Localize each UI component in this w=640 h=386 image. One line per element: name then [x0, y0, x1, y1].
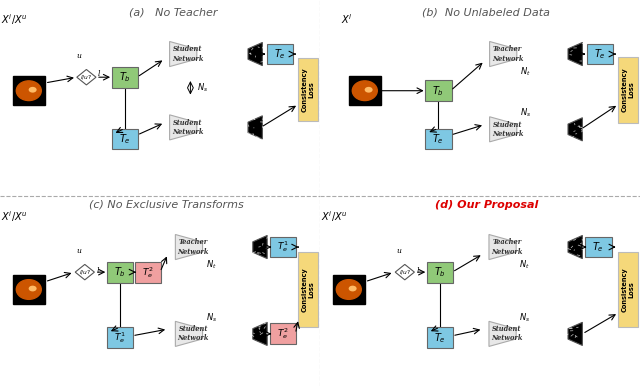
Text: Student
Network: Student Network [177, 325, 209, 342]
Polygon shape [568, 42, 582, 66]
FancyBboxPatch shape [111, 129, 138, 149]
FancyBboxPatch shape [267, 44, 293, 64]
Text: (c) No Exclusive Transforms: (c) No Exclusive Transforms [89, 200, 244, 210]
Polygon shape [253, 322, 268, 345]
FancyBboxPatch shape [587, 44, 613, 64]
FancyBboxPatch shape [107, 327, 133, 348]
Text: Student
Network: Student Network [172, 46, 204, 63]
FancyBboxPatch shape [425, 129, 452, 149]
Polygon shape [489, 234, 516, 259]
Text: Consistency
Loss: Consistency Loss [621, 68, 635, 112]
Text: $X^l$: $X^l$ [341, 12, 353, 26]
Text: $T_e$: $T_e$ [593, 240, 604, 254]
Polygon shape [248, 42, 262, 66]
Text: $l/u?$: $l/u?$ [79, 268, 91, 276]
Text: Teacher
Network: Teacher Network [491, 239, 523, 256]
FancyBboxPatch shape [13, 275, 45, 304]
Polygon shape [175, 321, 202, 347]
Text: $T_e^2$: $T_e^2$ [142, 265, 154, 279]
Ellipse shape [29, 87, 36, 93]
Text: Student
Network: Student Network [492, 121, 524, 138]
Text: $l/u?$: $l/u?$ [81, 73, 92, 81]
FancyBboxPatch shape [298, 58, 319, 121]
FancyBboxPatch shape [427, 262, 453, 283]
Text: (a)   No Teacher: (a) No Teacher [129, 8, 217, 18]
FancyBboxPatch shape [427, 327, 453, 348]
Polygon shape [77, 69, 96, 85]
Polygon shape [568, 235, 582, 259]
Text: $X^i/X^u$: $X^i/X^u$ [1, 12, 28, 27]
FancyBboxPatch shape [585, 237, 612, 257]
Text: $T_e$: $T_e$ [274, 47, 286, 61]
FancyBboxPatch shape [107, 262, 133, 283]
Text: $N_s$: $N_s$ [520, 107, 531, 119]
FancyBboxPatch shape [425, 80, 452, 101]
FancyBboxPatch shape [13, 76, 45, 105]
Text: Teacher
Network: Teacher Network [492, 46, 524, 63]
Ellipse shape [352, 81, 378, 100]
Polygon shape [170, 115, 197, 140]
Ellipse shape [16, 81, 41, 100]
Text: Consistency
Loss: Consistency Loss [621, 267, 635, 312]
Text: Consistency
Loss: Consistency Loss [301, 68, 315, 112]
Text: $T_e$: $T_e$ [434, 331, 446, 345]
Polygon shape [490, 41, 517, 66]
Ellipse shape [337, 279, 362, 300]
Text: Consistency
Loss: Consistency Loss [301, 267, 315, 312]
Text: $T_e$: $T_e$ [119, 132, 131, 146]
Ellipse shape [29, 286, 36, 291]
Polygon shape [175, 234, 202, 259]
FancyBboxPatch shape [618, 56, 639, 123]
FancyBboxPatch shape [333, 275, 365, 304]
Text: $N_t$: $N_t$ [206, 259, 217, 271]
FancyBboxPatch shape [270, 323, 296, 344]
Text: $N_t$: $N_t$ [520, 66, 531, 78]
FancyBboxPatch shape [134, 262, 161, 283]
Ellipse shape [16, 279, 41, 300]
Text: $T_e^2$: $T_e^2$ [277, 327, 289, 341]
Text: Student
Network: Student Network [172, 119, 204, 136]
Text: $T_b$: $T_b$ [434, 265, 446, 279]
Text: l: l [97, 267, 99, 275]
Polygon shape [76, 264, 95, 280]
Text: $T_e^1$: $T_e^1$ [114, 330, 126, 345]
Polygon shape [253, 235, 268, 259]
Text: $X^i/X^u$: $X^i/X^u$ [321, 209, 348, 223]
FancyBboxPatch shape [270, 237, 296, 257]
Ellipse shape [365, 87, 372, 93]
Polygon shape [396, 264, 415, 280]
FancyBboxPatch shape [618, 252, 639, 327]
Text: Student
Network: Student Network [491, 325, 523, 342]
Text: $N_s$: $N_s$ [197, 81, 208, 94]
Polygon shape [568, 118, 582, 141]
Polygon shape [489, 321, 516, 347]
Text: $T_e^1$: $T_e^1$ [277, 240, 289, 254]
Text: $N_s$: $N_s$ [520, 311, 531, 324]
Text: u: u [397, 247, 402, 255]
Text: (b)  No Unlabeled Data: (b) No Unlabeled Data [422, 8, 550, 18]
FancyBboxPatch shape [298, 252, 319, 327]
Text: $N_s$: $N_s$ [206, 311, 218, 324]
Text: $T_b$: $T_b$ [114, 265, 126, 279]
Text: $X^i/X^u$: $X^i/X^u$ [1, 209, 28, 223]
Ellipse shape [349, 286, 356, 291]
Text: l: l [98, 70, 100, 78]
FancyBboxPatch shape [349, 76, 381, 105]
Text: l: l [417, 267, 419, 275]
Polygon shape [170, 41, 197, 66]
Polygon shape [248, 116, 262, 139]
Text: u: u [77, 52, 82, 60]
Text: u: u [77, 247, 82, 255]
Text: (d) Our Proposal: (d) Our Proposal [435, 200, 538, 210]
FancyBboxPatch shape [111, 67, 138, 88]
Text: $T_b$: $T_b$ [119, 70, 131, 84]
Text: Teacher
Network: Teacher Network [177, 239, 209, 256]
Polygon shape [490, 117, 517, 142]
Text: $T_e$: $T_e$ [433, 132, 444, 146]
Text: $l/u?$: $l/u?$ [399, 268, 411, 276]
Polygon shape [568, 322, 582, 345]
Text: $N_t$: $N_t$ [520, 259, 530, 271]
Text: $T_b$: $T_b$ [433, 84, 444, 98]
Text: $T_e$: $T_e$ [594, 47, 606, 61]
